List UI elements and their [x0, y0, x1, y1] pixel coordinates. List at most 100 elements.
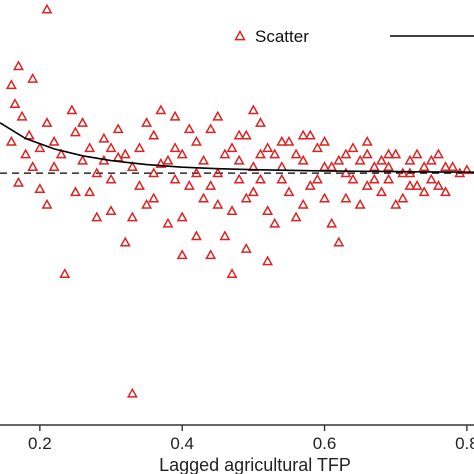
- scatter-point: [84, 186, 96, 197]
- scatter-point: [105, 205, 117, 216]
- scatter-point: [105, 173, 117, 184]
- scatter-point: [290, 211, 302, 222]
- scatter-point: [16, 110, 28, 121]
- scatter-point: [440, 186, 452, 197]
- scatter-point: [425, 154, 437, 165]
- scatter-point: [169, 142, 181, 153]
- scatter-point: [91, 211, 103, 222]
- scatter-point: [354, 198, 366, 209]
- scatter-point: [247, 104, 259, 115]
- scatter-point: [226, 205, 238, 216]
- scatter-point: [333, 154, 345, 165]
- scatter-point: [432, 148, 444, 159]
- scatter-point: [48, 135, 60, 146]
- scatter-point: [340, 192, 352, 203]
- scatter-point: [105, 142, 117, 153]
- scatter-point: [219, 148, 231, 159]
- scatter-point: [319, 135, 331, 146]
- scatter-point: [262, 205, 274, 216]
- scatter-point: [190, 135, 202, 146]
- scatter-point: [255, 117, 266, 127]
- x-tick-label: 0.4: [170, 434, 194, 453]
- scatter-point: [383, 173, 395, 184]
- x-axis: 0.2 0.4 0.6 0.8: [0, 424, 474, 453]
- scatter-point: [13, 60, 24, 71]
- scatter-point: [376, 186, 387, 197]
- scatter-point: [269, 148, 281, 159]
- scatter-point: [390, 198, 402, 209]
- scatter-point: [311, 173, 323, 184]
- scatter-point: [162, 154, 174, 165]
- scatter-point: [41, 117, 53, 127]
- scatter-point: [304, 129, 316, 140]
- scatter-point: [255, 148, 266, 159]
- scatter-point: [134, 179, 145, 190]
- scatter-point: [269, 217, 281, 228]
- scatter-point: [347, 142, 359, 153]
- scatter-point: [141, 117, 153, 127]
- scatter-point: [319, 161, 331, 171]
- scatter-point: [390, 148, 402, 159]
- scatter-point: [290, 148, 302, 159]
- scatter-point: [84, 142, 96, 153]
- x-axis-title: Lagged agricultural TFP: [159, 455, 351, 474]
- scatter-point: [397, 192, 409, 203]
- scatter-point: [23, 129, 35, 140]
- scatter-point: [333, 236, 345, 247]
- scatter-point: [276, 135, 288, 146]
- scatter-point: [425, 173, 437, 184]
- scatter-point: [240, 192, 252, 203]
- scatter-point: [98, 132, 110, 143]
- fit-line: [0, 122, 474, 173]
- scatter-point: [411, 179, 423, 190]
- scatter-point: [240, 129, 252, 140]
- scatter-point: [176, 249, 188, 260]
- legend-scatter-label: Scatter: [255, 27, 309, 46]
- scatter-point: [440, 161, 452, 171]
- scatter-point: [262, 255, 274, 266]
- scatter-point: [155, 104, 167, 115]
- scatter-point: [212, 198, 224, 209]
- scatter-point: [233, 154, 245, 165]
- scatter-point: [418, 186, 430, 197]
- scatter-point: [404, 154, 416, 165]
- scatter-point: [148, 167, 160, 178]
- legend-scatter-marker: [234, 29, 246, 41]
- scatter-point: [447, 161, 459, 171]
- scatter-point: [205, 179, 217, 190]
- scatter-point: [326, 217, 338, 228]
- scatter-point: [361, 179, 373, 190]
- scatter-point: [55, 148, 67, 159]
- scatter-point: [77, 154, 89, 165]
- scatter-point: [319, 192, 331, 203]
- scatter-point: [226, 142, 238, 153]
- scatter-point: [233, 173, 245, 184]
- scatter-point: [276, 161, 288, 171]
- scatter-point: [304, 179, 316, 190]
- scatter-point: [48, 161, 60, 171]
- scatter-point: [41, 3, 53, 14]
- scatter-point: [59, 268, 71, 278]
- scatter-point: [155, 157, 167, 168]
- scatter-point: [190, 167, 202, 178]
- scatter-point: [432, 179, 444, 190]
- scatter-point: [34, 142, 46, 153]
- scatter-point: [126, 211, 138, 222]
- scatter-point: [340, 148, 352, 159]
- scatter-point: [368, 161, 380, 171]
- scatter-point: [404, 179, 416, 190]
- scatter-point: [262, 142, 274, 153]
- scatter-point: [190, 230, 202, 241]
- scatter-point: [126, 161, 138, 171]
- scatter-point: [461, 164, 473, 175]
- scatter-point: [34, 183, 46, 193]
- scatter-point: [219, 230, 231, 241]
- scatter-point: [162, 217, 174, 228]
- scatter-point: [383, 161, 395, 171]
- scatter-point: [112, 123, 124, 134]
- scatter-point: [297, 129, 309, 140]
- x-tick-label: 0.6: [313, 434, 337, 453]
- scatter-point: [226, 268, 238, 278]
- scatter-point: [69, 186, 81, 197]
